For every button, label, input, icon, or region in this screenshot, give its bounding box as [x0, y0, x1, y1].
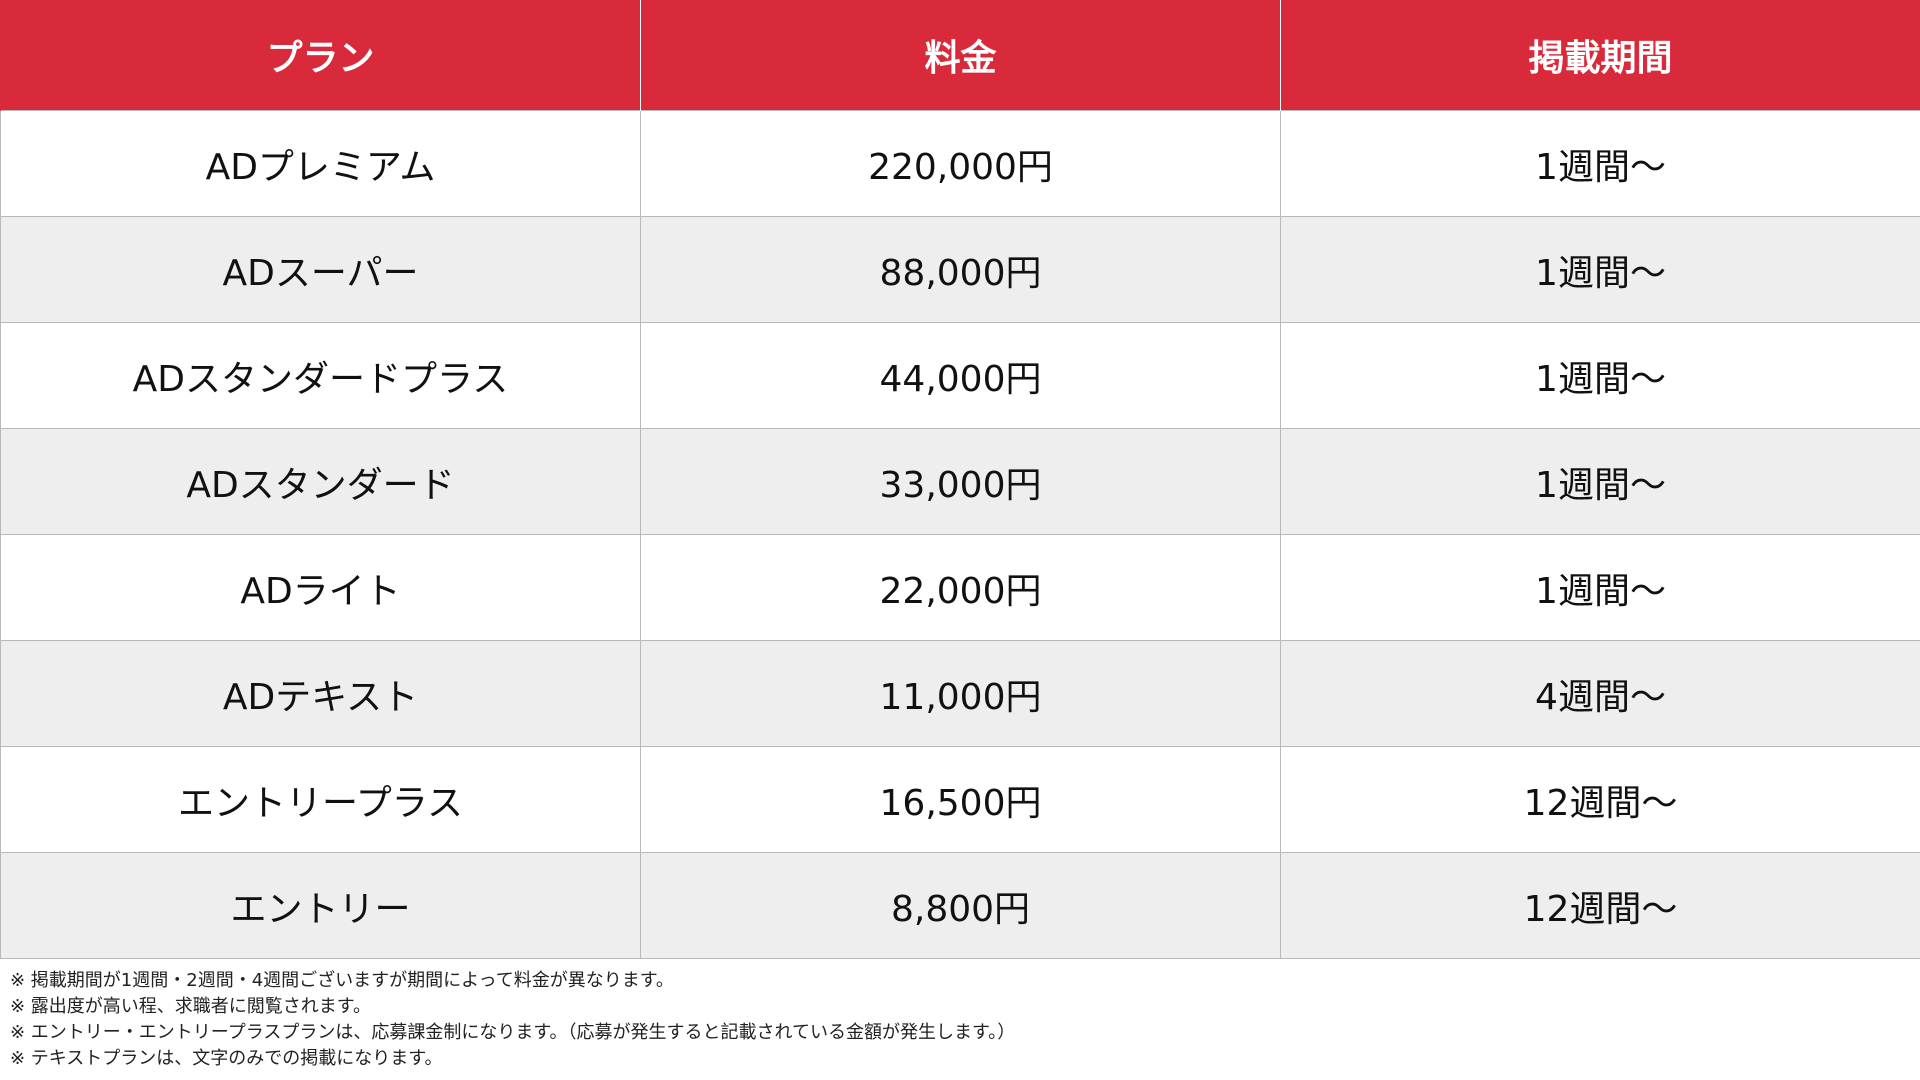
- plan-name-cell: ADスタンダード: [0, 428, 641, 535]
- price-cell: 22,000円: [640, 534, 1281, 641]
- plan-name-cell: ADライト: [0, 534, 641, 641]
- plan-name-cell: エントリープラス: [0, 746, 641, 853]
- plan-name-cell: エントリー: [0, 852, 641, 959]
- footnotes: ※ 掲載期間が1週間・2週間・4週間ございますが期間によって料金が異なります。 …: [10, 968, 1015, 1072]
- period-cell: 1週間〜: [1280, 428, 1920, 535]
- pricing-table: プラン 料金 掲載期間 ADプレミアム 220,000円 1週間〜 ADスーパー…: [0, 0, 1920, 959]
- price-cell: 16,500円: [640, 746, 1281, 853]
- period-cell: 1週間〜: [1280, 534, 1920, 641]
- period-cell: 1週間〜: [1280, 110, 1920, 217]
- table-row: ADスタンダード 33,000円 1週間〜: [0, 428, 1920, 535]
- table-row: エントリー 8,800円 12週間〜: [0, 852, 1920, 959]
- footnote: ※ テキストプランは、文字のみでの掲載になります。: [10, 1048, 443, 1069]
- price-cell: 88,000円: [640, 216, 1281, 323]
- table-row: ADスーパー 88,000円 1週間〜: [0, 216, 1920, 323]
- footnote: ※ 掲載期間が1週間・2週間・4週間ございますが期間によって料金が異なります。: [10, 970, 674, 991]
- header-plan: プラン: [0, 0, 641, 111]
- period-cell: 1週間〜: [1280, 216, 1920, 323]
- price-cell: 220,000円: [640, 110, 1281, 217]
- table-row: ADプレミアム 220,000円 1週間〜: [0, 110, 1920, 217]
- period-cell: 4週間〜: [1280, 640, 1920, 747]
- table-header-row: プラン 料金 掲載期間: [0, 0, 1920, 111]
- period-cell: 12週間〜: [1280, 746, 1920, 853]
- plan-name-cell: ADスタンダードプラス: [0, 322, 641, 429]
- footnote: ※ エントリー・エントリープラスプランは、応募課金制になります。（応募が発生する…: [10, 1022, 1016, 1043]
- table-row: ADテキスト 11,000円 4週間〜: [0, 640, 1920, 747]
- table-row: ADスタンダードプラス 44,000円 1週間〜: [0, 322, 1920, 429]
- header-period: 掲載期間: [1280, 0, 1920, 111]
- plan-name-cell: ADプレミアム: [0, 110, 641, 217]
- plan-name-cell: ADスーパー: [0, 216, 641, 323]
- price-cell: 11,000円: [640, 640, 1281, 747]
- header-price: 料金: [640, 0, 1281, 111]
- footnote: ※ 露出度が高い程、求職者に閲覧されます。: [10, 996, 372, 1017]
- price-cell: 44,000円: [640, 322, 1281, 429]
- price-cell: 33,000円: [640, 428, 1281, 535]
- table-row: エントリープラス 16,500円 12週間〜: [0, 746, 1920, 853]
- table-row: ADライト 22,000円 1週間〜: [0, 534, 1920, 641]
- price-cell: 8,800円: [640, 852, 1281, 959]
- plan-name-cell: ADテキスト: [0, 640, 641, 747]
- period-cell: 12週間〜: [1280, 852, 1920, 959]
- period-cell: 1週間〜: [1280, 322, 1920, 429]
